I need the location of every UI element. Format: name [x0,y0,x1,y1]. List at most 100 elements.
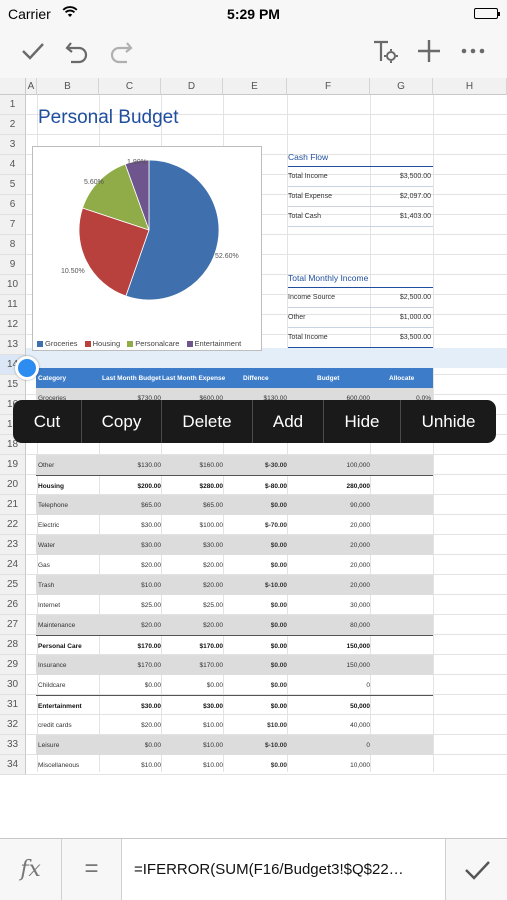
cell-diff[interactable]: $-10.00 [264,742,287,749]
cell-expense[interactable]: $170.00 [199,662,224,669]
income-row[interactable]: Other $1,000.00 [288,308,433,328]
cell-target[interactable]: 10,000 [350,762,370,769]
cell-cat[interactable]: Water [38,542,56,549]
more-options-icon[interactable] [458,36,488,66]
cell-target[interactable]: 20,000 [350,582,370,589]
format-text-icon[interactable] [370,36,400,66]
cell-budget[interactable]: $0.00 [144,742,161,749]
table-row[interactable]: Gas $20.00 $20.00 $0.00 20,000 [36,555,433,575]
row-header-26[interactable]: 26 [0,595,26,615]
cell-cat[interactable]: Maintenance [38,622,76,629]
table-row[interactable]: Housing $200.00 $280.00 $-80.00 280,000 [36,475,433,495]
confirm-formula-check-icon[interactable] [445,839,507,900]
cell-budget[interactable]: $200.00 [137,483,162,490]
table-row[interactable]: Entertainment $30.00 $30.00 $0.00 50,000 [36,695,433,715]
table-row[interactable]: Maintenance $20.00 $20.00 $0.00 80,000 [36,615,433,635]
cell-diff[interactable]: $-10.00 [264,582,287,589]
column-header-c[interactable]: C [99,78,161,95]
column-header-b[interactable]: B [37,78,99,95]
table-row[interactable]: Personal Care $170.00 $170.00 $0.00 150,000 [36,635,433,655]
menu-item-add[interactable]: Add [272,412,304,431]
cell-expense[interactable]: $170.00 [199,643,224,650]
cell-expense[interactable]: $30.00 [203,703,223,710]
row-header-6[interactable]: 6 [0,195,26,215]
cell-budget[interactable]: $20.00 [141,622,161,629]
equals-button[interactable]: = [62,839,122,900]
cash-flow-row[interactable]: Total Income $3,500.00 [288,167,433,187]
menu-item-hide[interactable]: Hide [344,412,380,431]
cell-target[interactable]: 0 [366,742,370,749]
add-icon[interactable] [414,36,444,66]
done-check-icon[interactable] [18,36,48,66]
cell-cat[interactable]: Personal Care [38,643,82,650]
cell-diff[interactable]: $0.00 [270,662,287,669]
cell-budget[interactable]: $65.00 [141,502,161,509]
row-header-29[interactable]: 29 [0,655,26,675]
cell-budget[interactable]: $30.00 [141,703,161,710]
cell-budget[interactable]: $30.00 [141,542,161,549]
table-row[interactable]: Electric $30.00 $100.00 $-70.00 20,000 [36,515,433,535]
row-header-23[interactable]: 23 [0,535,26,555]
cell-diff[interactable]: $0.00 [270,703,287,710]
cell-expense[interactable]: $10.00 [203,742,223,749]
cell-cat[interactable]: Insurance [38,662,67,669]
cell-budget[interactable]: $10.00 [141,582,161,589]
cell-cat[interactable]: Miscellaneous [38,762,80,769]
cell-diff[interactable]: $0.00 [270,682,287,689]
function-button[interactable]: fx [0,839,62,900]
cell-target[interactable]: 30,000 [350,602,370,609]
cash-flow-row[interactable]: Total Cash $1,403.00 [288,207,433,227]
cell-cat[interactable]: Trash [38,582,55,589]
cell-target[interactable]: 20,000 [350,542,370,549]
table-row[interactable]: credit cards $20.00 $10.00 $10.00 40,000 [36,715,433,735]
cell-cat[interactable]: Leisure [38,742,60,749]
cell-expense[interactable]: $20.00 [203,562,223,569]
column-header-e[interactable]: E [223,78,287,95]
cell-diff[interactable]: $0.00 [270,622,287,629]
column-header-f[interactable]: F [287,78,370,95]
redo-icon[interactable] [106,36,136,66]
income-row[interactable]: Total Income $3,500.00 [288,328,433,348]
cell-target[interactable]: 0 [366,682,370,689]
row-header-33[interactable]: 33 [0,735,26,755]
cell-cat[interactable]: credit cards [38,722,72,729]
cell-budget[interactable]: $20.00 [141,562,161,569]
row-header-24[interactable]: 24 [0,555,26,575]
cell-budget[interactable]: $10.00 [141,762,161,769]
row-header-4[interactable]: 4 [0,155,26,175]
cell-diff[interactable]: $0.00 [270,762,287,769]
row-header-22[interactable]: 22 [0,515,26,535]
cell-expense[interactable]: $10.00 [203,762,223,769]
table-row[interactable]: Insurance $170.00 $170.00 $0.00 150,000 [36,655,433,675]
table-row[interactable]: Childcare $0.00 $0.00 $0.00 0 [36,675,433,695]
cell-expense[interactable]: $280.00 [199,483,224,490]
cell-cat[interactable]: Electric [38,522,60,529]
menu-item-unhide[interactable]: Unhide [421,412,476,431]
row-header-31[interactable]: 31 [0,695,26,715]
selected-row-14[interactable] [26,348,507,368]
cell-target[interactable]: 80,000 [350,622,370,629]
cell-budget[interactable]: $130.00 [137,462,162,469]
cash-flow-row[interactable]: Total Expense $2,097.00 [288,187,433,207]
cell-budget[interactable]: $170.00 [137,662,162,669]
row-header-5[interactable]: 5 [0,175,26,195]
cell-diff[interactable]: $0.00 [270,502,287,509]
cell-budget[interactable]: $20.00 [141,722,161,729]
cell-target[interactable]: 50,000 [350,703,370,710]
row-header-11[interactable]: 11 [0,295,26,315]
row-header-13[interactable]: 13 [0,335,26,355]
cell-target[interactable]: 280,000 [346,483,371,490]
cell-target[interactable]: 100,000 [346,462,371,469]
row-header-9[interactable]: 9 [0,255,26,275]
cell-target[interactable]: 20,000 [350,522,370,529]
cell-diff[interactable]: $10.00 [267,722,287,729]
cell-expense[interactable]: $100.00 [199,522,224,529]
selection-handle[interactable] [15,356,39,380]
income-row[interactable]: Income Source $2,500.00 [288,288,433,308]
row-header-8[interactable]: 8 [0,235,26,255]
cell-cat[interactable]: Internet [38,602,61,609]
column-header-h[interactable]: H [433,78,507,95]
cell-diff[interactable]: $-30.00 [264,462,287,469]
row-header-15[interactable]: 15 [0,375,26,395]
table-row[interactable]: Telephone $65.00 $65.00 $0.00 90,000 [36,495,433,515]
